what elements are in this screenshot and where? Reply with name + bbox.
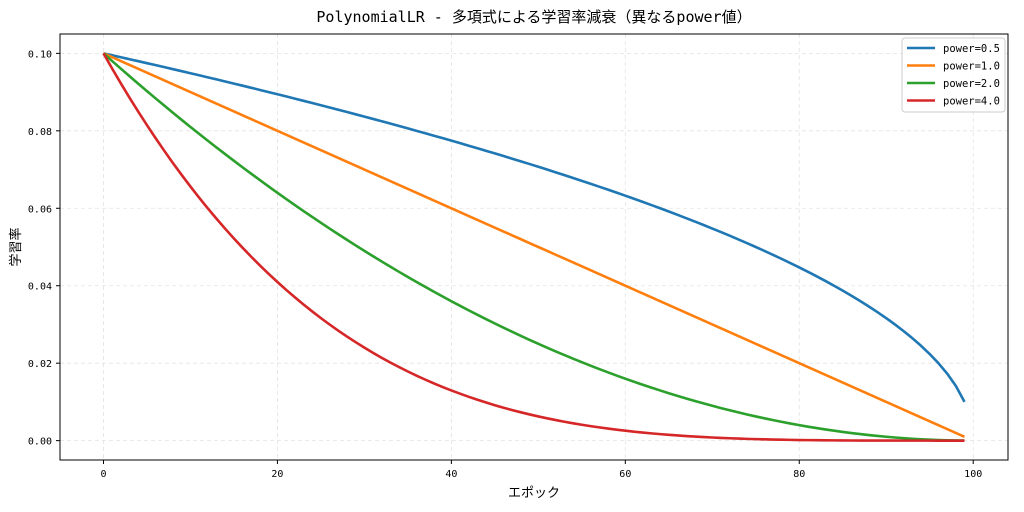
legend-box (901, 37, 1006, 113)
x-tick-label: 0 (100, 469, 106, 480)
y-axis: 0.00 0.02 0.04 0.06 0.08 0.10 (28, 49, 60, 448)
legend-label: power=2.0 (943, 78, 1000, 90)
y-tick-label: 0.06 (28, 204, 52, 215)
x-tick-label: 60 (619, 469, 631, 480)
legend-label: power=0.5 (943, 43, 1000, 55)
series-line-power-1-0 (102, 52, 966, 438)
x-tick-label: 20 (271, 469, 283, 480)
legend-label: power=1.0 (943, 61, 1000, 73)
y-axis-label: 学習率 (8, 227, 24, 266)
series-line-power-2-0 (102, 52, 965, 442)
x-tick-label: 40 (445, 469, 457, 480)
legend: power=0.5 power=1.0 power=2.0 power=4.0 (901, 37, 1006, 113)
x-tick-label: 100 (964, 469, 982, 480)
x-axis-label: エポック (508, 486, 560, 501)
series-line-power-4-0 (102, 52, 965, 442)
y-tick-label: 0.02 (28, 359, 52, 370)
x-axis: 0 20 40 60 80 100 (100, 460, 982, 480)
plot-frame (59, 33, 1009, 461)
y-tick-label: 0.04 (28, 282, 52, 293)
x-tick-label: 80 (793, 469, 805, 480)
y-tick-label: 0.10 (28, 49, 52, 60)
series-line-power-0-5 (103, 52, 966, 403)
chart-title: PolynomialLR - 多項式による学習率減衰（異なるpower値） (316, 8, 751, 26)
y-tick-label: 0.08 (28, 127, 52, 138)
series-lines (102, 52, 966, 442)
y-tick-label: 0.00 (28, 437, 52, 448)
legend-label: power=4.0 (943, 96, 1000, 108)
